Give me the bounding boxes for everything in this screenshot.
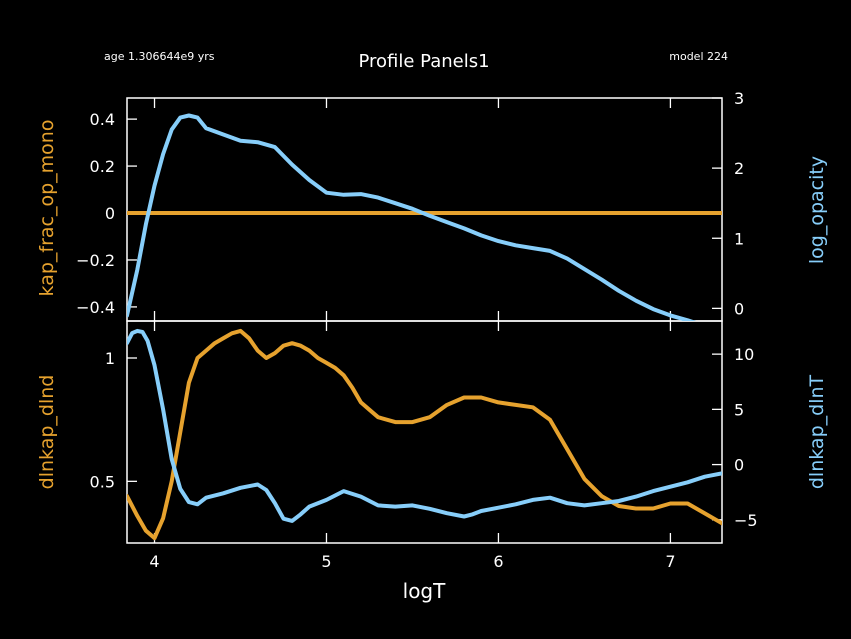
series-line-dlnkap-dlnd — [127, 328, 722, 541]
top-right-axis-label: log_opacity — [806, 156, 828, 264]
top-right-tick-label: 3 — [734, 89, 744, 108]
bottom-right-tick-label: 0 — [734, 456, 744, 475]
bottom-left-tick-label: 1 — [105, 349, 115, 368]
top-left-tick-label: −0.4 — [76, 298, 115, 317]
bottom-right-axis-label: dlnkap_dlnT — [806, 374, 828, 489]
age-label: age 1.306644e9 yrs — [104, 50, 215, 63]
bottom-left-axis-label: dlnkap_dlnd — [36, 375, 58, 490]
series-line-log-opacity — [127, 113, 697, 321]
bottom-left-tick-label: 0.5 — [90, 472, 115, 491]
x-axis-label: logT — [403, 579, 446, 603]
series-line-dlnkap-dlnT — [127, 328, 722, 523]
top-left-tick-label: 0.4 — [90, 110, 115, 129]
x-tick-label: 6 — [493, 552, 503, 571]
bottom-right-tick-label: 5 — [734, 400, 744, 419]
bottom-right-tick-label: −5 — [734, 511, 758, 530]
top-left-tick-label: 0 — [105, 204, 115, 223]
top-right-tick-label: 1 — [734, 229, 744, 248]
x-tick-label: 7 — [665, 552, 675, 571]
bottom-panel-frame — [126, 320, 723, 544]
model-label: model 224 — [669, 50, 728, 63]
top-left-axis-label: kap_frac_op_mono — [36, 120, 58, 297]
top-right-tick-label: 2 — [734, 159, 744, 178]
top-right-tick-label: 0 — [734, 299, 744, 318]
x-tick-label: 5 — [321, 552, 331, 571]
top-left-tick-label: 0.2 — [90, 157, 115, 176]
bottom-right-tick-label: 10 — [734, 345, 754, 364]
figure-title: Profile Panels1 — [358, 51, 489, 72]
top-left-tick-label: −0.2 — [76, 251, 115, 270]
x-tick-label: 4 — [149, 552, 159, 571]
